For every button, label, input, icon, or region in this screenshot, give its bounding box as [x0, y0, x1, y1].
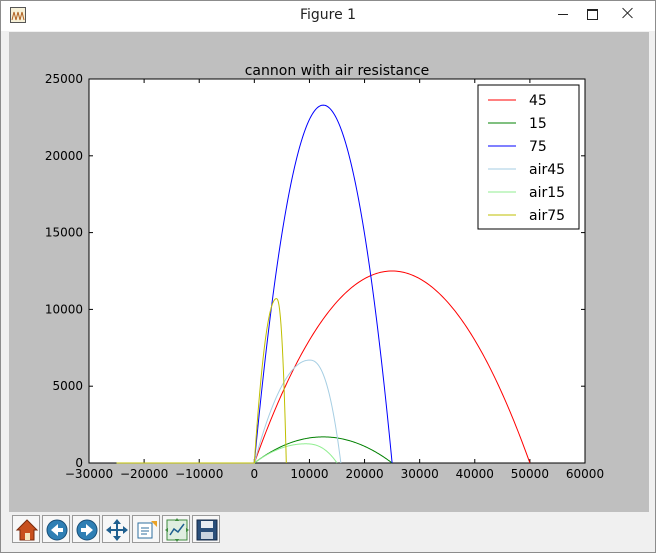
y-tick-label: 5000 [52, 379, 83, 393]
y-tick-label: 25000 [45, 72, 83, 86]
series-line-air45 [116, 359, 342, 464]
title-bar[interactable]: Figure 1 [1, 1, 655, 31]
move-arrows-icon [106, 519, 128, 541]
x-tick-label: 60000 [566, 467, 604, 481]
axis-ticks: −30000 −20000 −10000 0 10000 20000 30000 40000 5… [45, 72, 604, 481]
legend-label: 45 [529, 93, 547, 109]
legend-label: 75 [529, 139, 547, 155]
y-tick-label: 10000 [45, 302, 83, 316]
maximize-button[interactable] [578, 1, 608, 27]
x-tick-label: 0 [251, 467, 259, 481]
back-button[interactable] [42, 515, 70, 543]
minimize-button[interactable] [548, 1, 578, 27]
home-button[interactable] [12, 515, 40, 543]
y-tick-label: 15000 [45, 226, 83, 240]
legend: 45 15 75 air45 air15 air75 [477, 84, 580, 230]
home-icon [15, 519, 39, 541]
subplots-icon [165, 518, 189, 542]
x-tick-label: 20000 [345, 467, 383, 481]
series-line-air75 [116, 298, 287, 464]
legend-label: air15 [529, 185, 565, 201]
legend-label: air45 [529, 162, 565, 178]
figure-canvas[interactable]: cannon with air resistance −30000 −20000−… [9, 32, 649, 512]
x-tick-label: −10000 [175, 467, 223, 481]
zoom-rect-icon [137, 521, 157, 539]
series-line-air15 [116, 443, 338, 464]
zoom-button[interactable] [132, 515, 160, 543]
x-tick-label: 10000 [290, 467, 328, 481]
x-tick-label: −30000 [65, 467, 113, 481]
x-tick-label: 50000 [511, 467, 549, 481]
legend-label: 15 [529, 116, 547, 132]
series-line-75 [116, 104, 393, 464]
y-tick-label: 20000 [45, 149, 83, 163]
series-lines [116, 104, 531, 464]
series-line-15 [116, 436, 393, 464]
pan-button[interactable] [102, 515, 130, 543]
app-icon [10, 7, 26, 23]
x-tick-label: −20000 [120, 467, 168, 481]
x-tick-label: 40000 [456, 467, 494, 481]
series-line-45 [116, 270, 531, 464]
window-title: Figure 1 [299, 7, 357, 23]
line-chart: cannon with air resistance −30000 −20000−… [45, 63, 604, 481]
arrow-left-icon [46, 519, 68, 541]
navigation-toolbar [9, 512, 649, 546]
y-tick-label: 0 [75, 456, 83, 470]
x-tick-label: 30000 [401, 467, 439, 481]
chart-title: cannon with air resistance [245, 63, 430, 79]
close-button[interactable] [608, 1, 648, 27]
legend-box [477, 84, 580, 230]
save-button[interactable] [192, 515, 220, 543]
subplots-button[interactable] [162, 515, 190, 543]
forward-button[interactable] [72, 515, 100, 543]
legend-label: air75 [529, 208, 565, 224]
floppy-disk-icon [196, 519, 218, 541]
close-icon [622, 7, 634, 19]
arrow-right-icon [76, 519, 98, 541]
